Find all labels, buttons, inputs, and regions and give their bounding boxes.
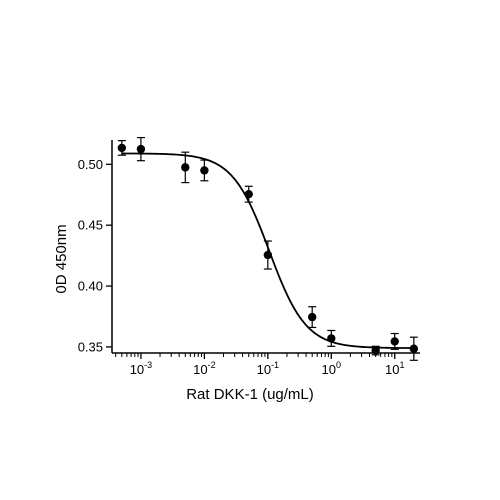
data-points-layer [117,136,419,361]
data-point [390,332,399,350]
data-marker [244,189,253,199]
data-marker [409,344,419,353]
data-marker [307,312,317,322]
y-axis-title: 0D 450nm [53,224,70,293]
data-point [409,336,419,361]
y-tick-label: 0.40 [78,279,103,294]
data-marker [327,334,336,343]
y-tick-label: 0.35 [78,339,103,354]
axes-layer [111,140,420,354]
data-marker [181,163,190,172]
x-ticks: 10-3 10-2 10-1 100 101 [115,353,415,377]
x-tick-label: 101 [385,360,404,377]
x-axis-title: Rat DKK-1 (ug/mL) [186,386,314,403]
data-point [136,136,146,162]
data-point [200,159,209,182]
data-marker [117,143,127,153]
data-point [307,306,317,329]
x-tick-label: 10-3 [130,360,152,377]
x-tick-label: 10-2 [193,360,215,377]
y-tick-label: 0.50 [78,157,103,172]
data-point [263,240,273,270]
y-ticks: 0.35 0.40 0.45 0.50 [78,157,112,354]
x-tick-label: 100 [322,360,341,377]
data-point [244,185,253,203]
data-point [327,329,336,347]
data-point [117,140,127,156]
data-marker [136,144,146,154]
data-point [181,151,190,184]
data-marker [200,166,209,175]
y-tick-label: 0.45 [78,218,103,233]
x-tick-label: 10-1 [257,360,279,377]
data-marker [390,337,399,346]
data-marker [263,250,273,260]
